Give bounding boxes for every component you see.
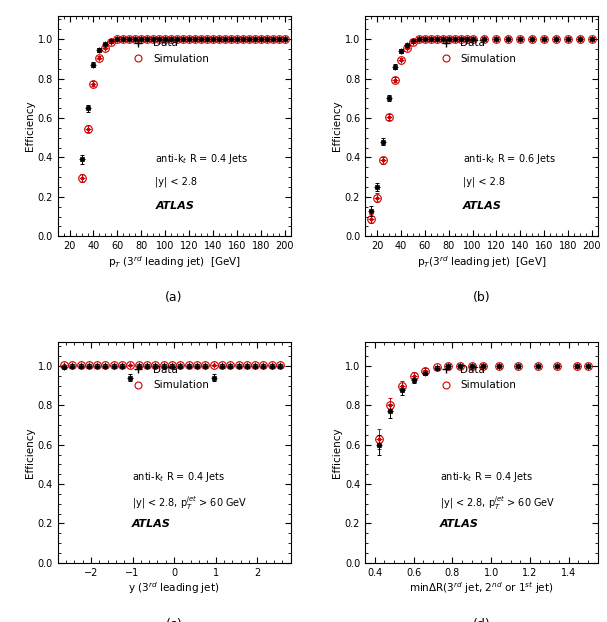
Text: (d): (d): [473, 618, 490, 622]
Legend: Data, Simulation: Data, Simulation: [435, 39, 517, 63]
X-axis label: p$_{T}$ (3$^{rd}$ leading jet)  [GeV]: p$_{T}$ (3$^{rd}$ leading jet) [GeV]: [107, 254, 240, 270]
Text: ATLAS: ATLAS: [132, 519, 171, 529]
Y-axis label: Efficiency: Efficiency: [332, 427, 342, 478]
Text: |y| < 2.8, p$_{T}^{jet}$ > 60 GeV: |y| < 2.8, p$_{T}^{jet}$ > 60 GeV: [439, 494, 555, 513]
Text: |y| < 2.8: |y| < 2.8: [463, 177, 505, 187]
Text: ATLAS: ATLAS: [155, 201, 194, 211]
Text: anti-k$_{t}$ R = 0.6 Jets: anti-k$_{t}$ R = 0.6 Jets: [463, 152, 556, 167]
Y-axis label: Efficiency: Efficiency: [25, 101, 35, 151]
Text: anti-k$_{t}$ R = 0.4 Jets: anti-k$_{t}$ R = 0.4 Jets: [132, 470, 225, 484]
Text: ATLAS: ATLAS: [463, 201, 502, 211]
Text: |y| < 2.8, p$_{T}^{jet}$ > 60 GeV: |y| < 2.8, p$_{T}^{jet}$ > 60 GeV: [132, 494, 248, 513]
Legend: Data, Simulation: Data, Simulation: [435, 365, 517, 390]
X-axis label: y (3$^{rd}$ leading jet): y (3$^{rd}$ leading jet): [129, 580, 220, 596]
Text: (b): (b): [473, 292, 490, 304]
Y-axis label: Efficiency: Efficiency: [25, 427, 35, 478]
Text: (c): (c): [166, 618, 183, 622]
Legend: Data, Simulation: Data, Simulation: [128, 39, 209, 63]
Legend: Data, Simulation: Data, Simulation: [128, 365, 209, 390]
X-axis label: p$_{T}$(3$^{rd}$ leading jet)  [GeV]: p$_{T}$(3$^{rd}$ leading jet) [GeV]: [416, 254, 546, 270]
Text: (a): (a): [165, 292, 183, 304]
Text: anti-k$_{t}$ R = 0.4 Jets: anti-k$_{t}$ R = 0.4 Jets: [155, 152, 249, 167]
Text: |y| < 2.8: |y| < 2.8: [155, 177, 197, 187]
X-axis label: minΔR(3$^{rd}$ jet, 2$^{nd}$ or 1$^{st}$ jet): minΔR(3$^{rd}$ jet, 2$^{nd}$ or 1$^{st}$…: [409, 580, 554, 596]
Text: ATLAS: ATLAS: [439, 519, 478, 529]
Text: anti-k$_{t}$ R = 0.4 Jets: anti-k$_{t}$ R = 0.4 Jets: [439, 470, 533, 484]
Y-axis label: Efficiency: Efficiency: [332, 101, 342, 151]
